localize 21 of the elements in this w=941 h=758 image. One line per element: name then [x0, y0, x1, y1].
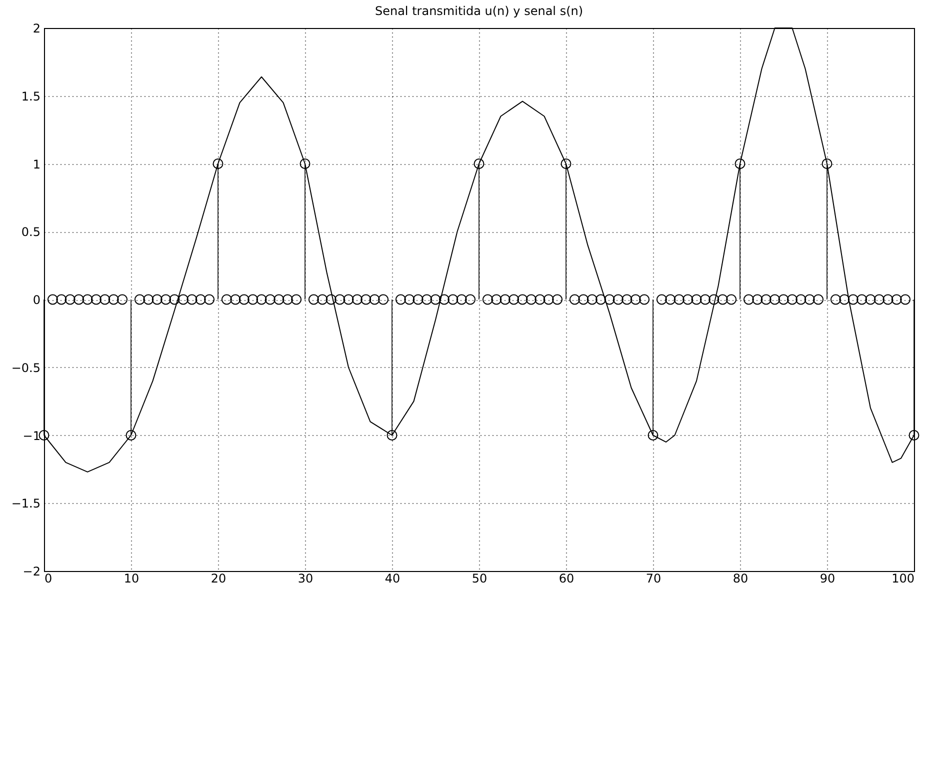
- x-tick-label: 40: [384, 572, 400, 586]
- y-tick-label: −1.5: [11, 496, 40, 511]
- x-tick-label: 20: [210, 572, 226, 586]
- y-tick-label: 2: [32, 22, 40, 36]
- y-tick-label: −1: [22, 428, 40, 443]
- x-tick-label: 70: [646, 572, 662, 586]
- x-tick-label: 50: [472, 572, 488, 586]
- x-tick-label: 60: [558, 572, 574, 586]
- chart-title: Senal transmitida u(n) y senal s(n): [374, 4, 584, 18]
- y-tick-label: 1: [32, 157, 40, 172]
- x-tick-label: 0: [44, 572, 52, 586]
- y-tick-label: 0.5: [21, 225, 40, 240]
- y-tick-label: 0: [32, 293, 40, 307]
- y-tick-label: −0.5: [11, 360, 40, 375]
- y-tick-label: 1.5: [21, 89, 40, 104]
- x-tick-label: 90: [820, 572, 836, 586]
- x-tick-label: 100: [892, 572, 914, 586]
- x-tick-label: 30: [298, 572, 314, 586]
- x-tick-label: 80: [732, 572, 748, 586]
- x-tick-label: 10: [124, 572, 140, 586]
- y-tick-label: −2: [22, 564, 40, 578]
